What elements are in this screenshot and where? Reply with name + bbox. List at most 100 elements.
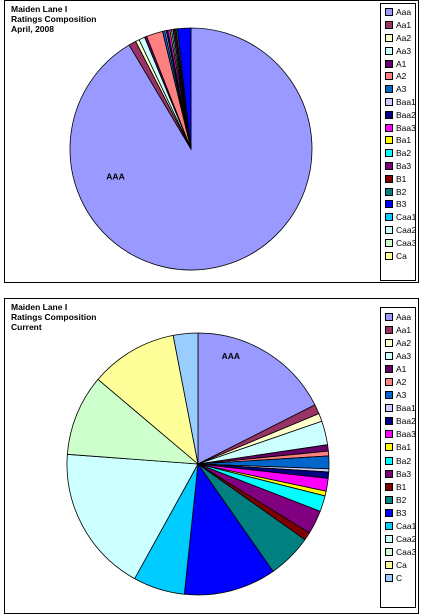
- chart-legend: Aaa Aa1 Aa2 Aa3 A1 A2 A3 Baa1 Baa2 Baa3 Ba1 Ba2 Ba3 B…: [380, 3, 416, 281]
- legend-swatch: [385, 8, 393, 17]
- legend-label: Caa3: [396, 547, 417, 558]
- legend-item-ba3: Ba3: [385, 467, 411, 480]
- legend-item-ba2: Ba2: [385, 454, 411, 467]
- legend-label: Baa1: [396, 403, 416, 414]
- legend-swatch: [385, 325, 393, 334]
- legend-swatch: [385, 200, 393, 209]
- legend-item-ba3: Ba3: [385, 160, 411, 173]
- legend-swatch: [385, 378, 393, 387]
- legend-item-baa3: Baa3: [385, 428, 416, 441]
- legend-label: Ba3: [396, 468, 412, 479]
- legend-swatch: [385, 391, 393, 400]
- legend-label: B2: [396, 186, 407, 197]
- legend-item-a1: A1: [385, 362, 411, 375]
- legend-item-aa1: Aa1: [385, 19, 411, 32]
- legend-item-aa2: Aa2: [385, 336, 411, 349]
- legend-label: B3: [396, 507, 407, 518]
- chart-title-line-1: Maiden Lane I: [11, 4, 68, 14]
- legend-label: Aa2: [396, 32, 412, 43]
- legend-item-caa3: Caa3: [385, 236, 416, 249]
- legend-label: Ca: [396, 250, 407, 261]
- legend-swatch: [385, 187, 393, 196]
- legend-swatch: [385, 123, 393, 132]
- legend-label: Aa1: [396, 20, 412, 31]
- legend-item-a2: A2: [385, 375, 411, 388]
- legend-label: A3: [396, 84, 407, 95]
- legend-label: Aa2: [396, 337, 412, 348]
- legend-label: C: [396, 573, 403, 584]
- legend-label: B1: [396, 481, 407, 492]
- legend-label: Caa2: [396, 224, 417, 235]
- legend-swatch: [385, 21, 393, 30]
- legend-item-caa2: Caa2: [385, 224, 416, 237]
- legend-swatch: [385, 482, 393, 491]
- pie-slice-b3: [183, 462, 274, 596]
- legend-swatch: [385, 338, 393, 347]
- legend-item-aaa: Aaa: [385, 6, 411, 19]
- legend-label: Ba1: [396, 135, 412, 146]
- legend-swatch: [385, 46, 393, 55]
- legend-swatch: [385, 548, 393, 557]
- chart-title: Maiden Lane I Ratings Composition April,…: [11, 4, 96, 34]
- legend-swatch: [385, 161, 393, 170]
- legend-swatch: [385, 149, 393, 158]
- legend-item-caa1: Caa1: [385, 211, 416, 224]
- legend-swatch: [385, 561, 393, 570]
- legend-label: B3: [396, 199, 407, 210]
- legend-swatch: [385, 85, 393, 94]
- slice-data-label-aaa: AAA: [106, 171, 124, 181]
- chart-panel-current: Maiden Lane I Ratings Composition Curren…: [4, 298, 419, 614]
- legend-swatch: [385, 225, 393, 234]
- chart-title-line-2: Ratings Composition: [11, 312, 97, 322]
- legend-item-baa2: Baa2: [385, 108, 416, 121]
- legend-label: A2: [396, 71, 407, 82]
- legend-swatch: [385, 174, 393, 183]
- legend-swatch: [385, 404, 393, 413]
- legend-label: A1: [396, 363, 407, 374]
- legend-item-ba1: Ba1: [385, 441, 411, 454]
- legend-item-baa3: Baa3: [385, 121, 416, 134]
- legend-item-ca: Ca: [385, 249, 411, 262]
- legend-swatch: [385, 430, 393, 439]
- pie-slice-caa2: [66, 453, 199, 580]
- legend-swatch: [385, 251, 393, 260]
- legend-item-aa2: Aa2: [385, 32, 411, 45]
- legend-item-aa3: Aa3: [385, 349, 411, 362]
- legend-swatch: [385, 97, 393, 106]
- legend-item-b1: B1: [385, 480, 411, 493]
- chart-title-line-1: Maiden Lane I: [11, 302, 68, 312]
- legend-label: Ba2: [396, 455, 412, 466]
- legend-label: Baa1: [396, 96, 416, 107]
- legend-label: Baa2: [396, 109, 416, 120]
- legend-swatch: [385, 417, 393, 426]
- pie-slice-caa3: [66, 378, 200, 465]
- legend-label: Aa3: [396, 350, 412, 361]
- legend-swatch: [385, 535, 393, 544]
- legend-label: Ba2: [396, 148, 412, 159]
- legend-item-a1: A1: [385, 57, 411, 70]
- legend-swatch: [385, 508, 393, 517]
- legend-item-ba2: Ba2: [385, 147, 411, 160]
- legend-label: Aa3: [396, 45, 412, 56]
- legend-label: Ba1: [396, 442, 412, 453]
- legend-label: Aaa: [396, 311, 412, 322]
- legend-item-a2: A2: [385, 70, 411, 83]
- legend-item-aaa: Aaa: [385, 310, 411, 323]
- legend-swatch: [385, 110, 393, 119]
- legend-label: Caa1: [396, 521, 417, 532]
- legend-swatch: [385, 72, 393, 81]
- pie-slice-c: [172, 332, 199, 465]
- chart-title-line-3: Current: [11, 322, 42, 332]
- legend-item-a3: A3: [385, 83, 411, 96]
- legend-item-ca: Ca: [385, 559, 411, 572]
- legend-label: Ca: [396, 560, 407, 571]
- legend-item-c: C: [385, 572, 411, 585]
- pie-chart-april-2008: AAA: [69, 27, 313, 271]
- legend-label: Caa3: [396, 237, 417, 248]
- legend-swatch: [385, 136, 393, 145]
- legend-item-aa3: Aa3: [385, 44, 411, 57]
- legend-label: A1: [396, 58, 407, 69]
- legend-label: Caa2: [396, 534, 417, 545]
- pie-chart-current: AAA: [66, 332, 330, 596]
- legend-label: A2: [396, 377, 407, 388]
